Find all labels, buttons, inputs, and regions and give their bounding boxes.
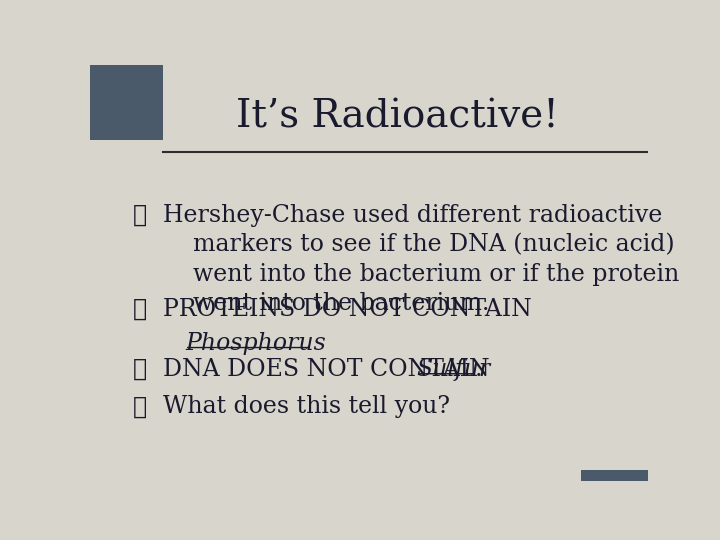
Text: It’s Radioactive!: It’s Radioactive!: [235, 98, 558, 136]
Text: PROTEINS DO NOT CONTAIN: PROTEINS DO NOT CONTAIN: [163, 298, 531, 321]
Text: Hershey-Chase used different radioactive
    markers to see if the DNA (nucleic : Hershey-Chase used different radioactive…: [163, 204, 679, 315]
Bar: [90, 65, 163, 140]
Bar: [581, 470, 648, 481]
Text: Phosphorus: Phosphorus: [185, 332, 325, 355]
Text: .: .: [475, 358, 482, 381]
Text: ☒: ☒: [133, 204, 148, 227]
Text: ☒: ☒: [133, 298, 148, 321]
Text: What does this tell you?: What does this tell you?: [163, 395, 449, 418]
Text: DNA DOES NOT CONTAIN: DNA DOES NOT CONTAIN: [163, 358, 497, 381]
Text: Sulfur: Sulfur: [416, 358, 490, 381]
Text: ☒: ☒: [133, 358, 148, 381]
Text: ☒: ☒: [133, 395, 148, 418]
